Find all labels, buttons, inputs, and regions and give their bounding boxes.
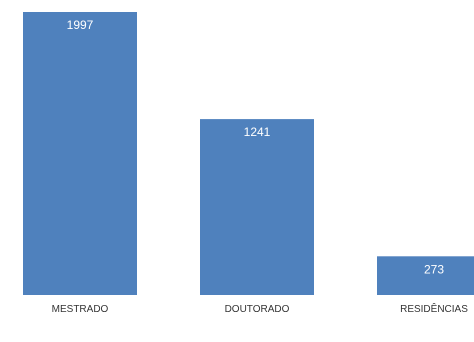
category-label: RESIDÊNCIAS bbox=[400, 302, 468, 315]
bar-mestrado bbox=[23, 12, 137, 295]
bar-value-label: 1997 bbox=[67, 18, 94, 32]
category-label: MESTRADO bbox=[52, 304, 109, 315]
bar-value-label: 273 bbox=[424, 262, 444, 276]
bar-value-label: 1241 bbox=[244, 125, 271, 139]
bar-doutorado bbox=[200, 119, 314, 295]
category-label: DOUTORADO bbox=[225, 304, 290, 315]
bar-residências bbox=[377, 256, 474, 295]
